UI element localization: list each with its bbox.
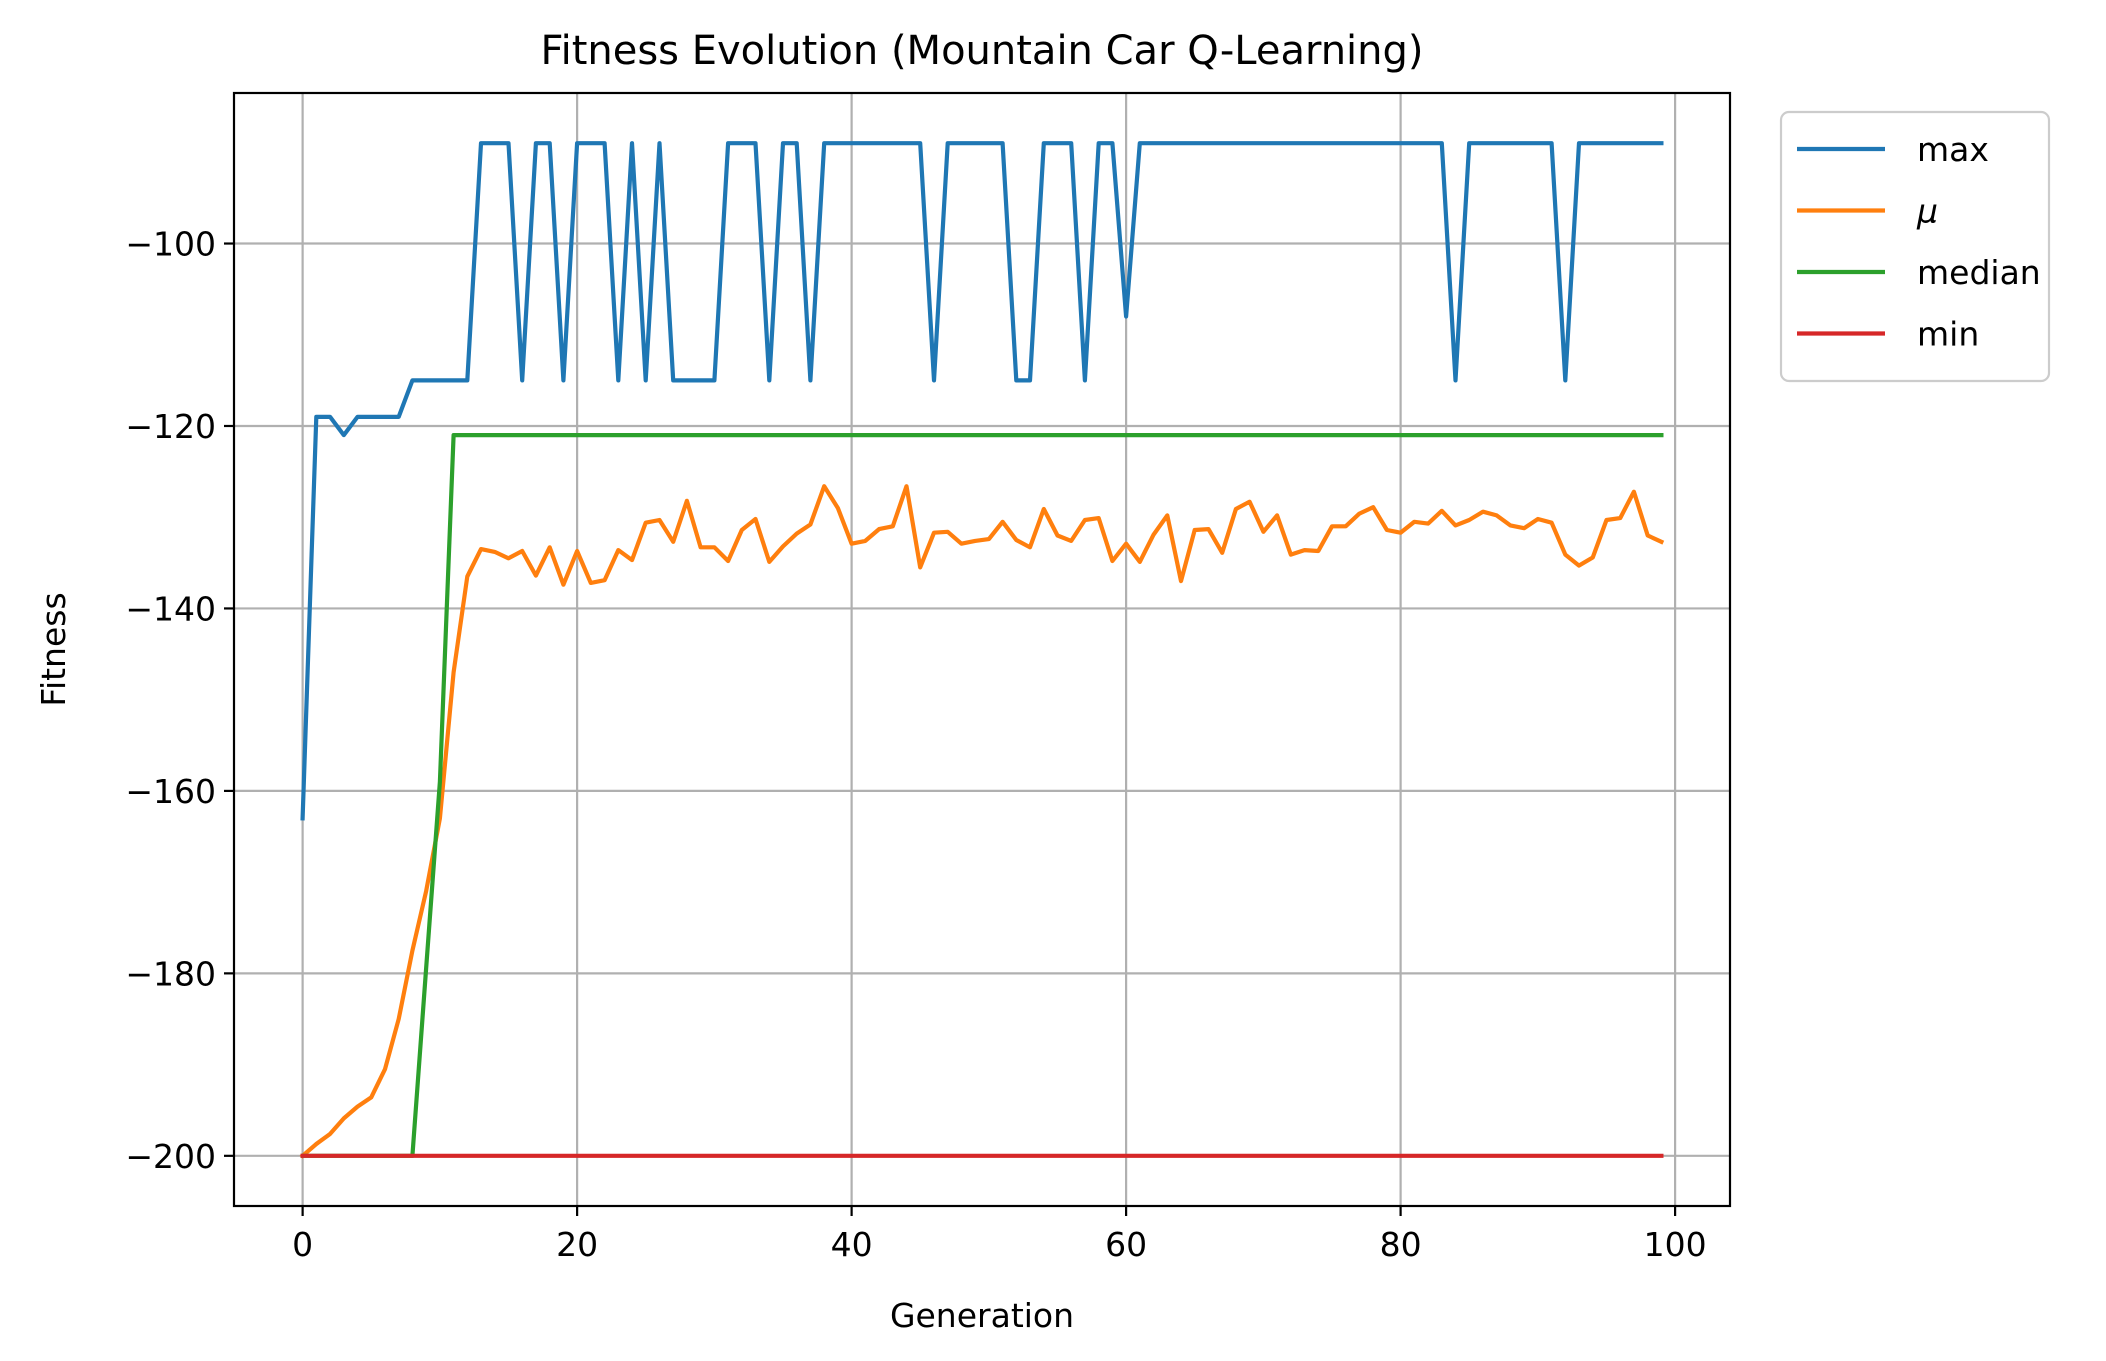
y-tick-label: −180 — [125, 954, 216, 993]
x-tick-label: 100 — [1644, 1225, 1707, 1264]
legend-items: max μ median min — [1797, 130, 2041, 354]
chart-title: Fitness Evolution (Mountain Car Q-Learni… — [540, 28, 1423, 74]
y-tick-label: −120 — [125, 407, 216, 446]
legend: max μ median min — [1779, 110, 2051, 383]
legend-label-max: max — [1917, 130, 1989, 169]
y-tick-label: −100 — [125, 225, 216, 264]
y-tick-label: −200 — [125, 1137, 216, 1176]
x-tick-label: 40 — [831, 1225, 873, 1264]
x-tick-label: 80 — [1380, 1225, 1422, 1264]
legend-label-mean: μ — [1916, 192, 1938, 231]
y-tick-label: −160 — [125, 772, 216, 811]
legend-label-min: min — [1917, 315, 1979, 354]
axis-ticks: 0 20 40 60 80 100 −200 −180 −160 −140 −120 −100 — [125, 225, 1706, 1264]
x-tick-label: 0 — [292, 1225, 313, 1264]
grid — [234, 93, 1730, 1206]
series-line-median — [300, 433, 1664, 1158]
x-tick-label: 20 — [556, 1225, 598, 1264]
series-lines — [299, 141, 1665, 1159]
legend-label-median: median — [1917, 253, 2041, 292]
legend-frame — [1779, 110, 2051, 383]
plot-frame — [232, 91, 1732, 1208]
series-line-mean — [299, 484, 1665, 1159]
y-axis-label: Fitness — [34, 592, 73, 706]
y-tick-label: −140 — [125, 589, 216, 628]
x-axis-label: Generation — [890, 1296, 1074, 1335]
series-line-max — [300, 141, 1664, 821]
x-tick-label: 60 — [1105, 1225, 1147, 1264]
